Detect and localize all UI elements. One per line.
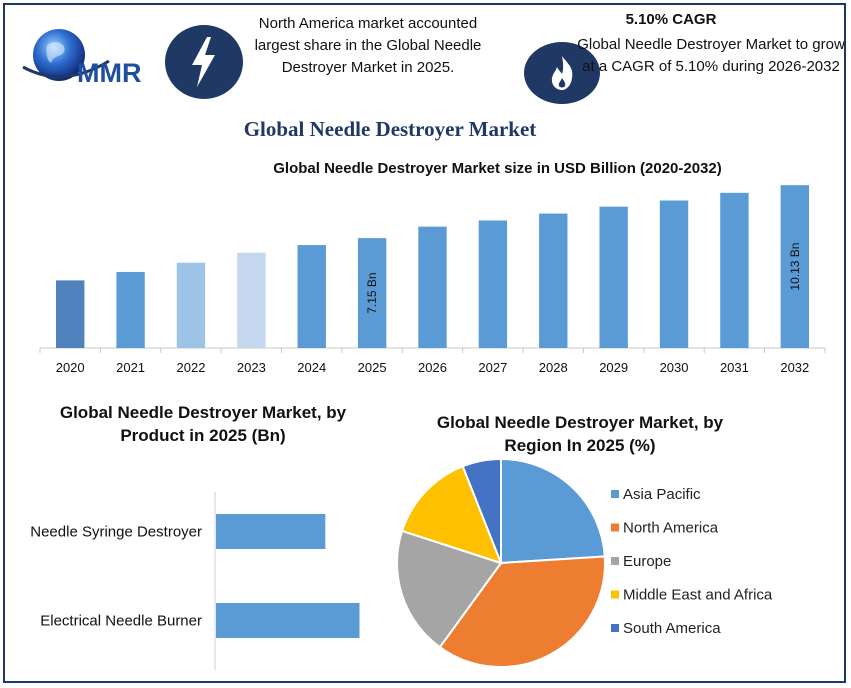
legend-swatch (611, 624, 619, 632)
product-bar (216, 514, 326, 549)
bar-2020 (56, 280, 85, 348)
x-tick-label: 2020 (56, 360, 85, 375)
bar-2027 (478, 220, 508, 348)
bar-2022 (176, 262, 206, 348)
product-chart-title: Global Needle Destroyer Market, by Produ… (59, 403, 347, 445)
bar-2021 (116, 271, 145, 348)
pie-slice (400, 465, 503, 565)
x-tick-label: 2027 (478, 360, 507, 375)
x-tick-label: 2029 (599, 360, 628, 375)
data-label-2025: 7.15 Bn (365, 272, 379, 313)
cagr-description: Global Needle Destroyer Market to grow a… (577, 36, 845, 75)
x-tick-label: 2023 (237, 360, 266, 375)
x-tick-label: 2032 (780, 360, 809, 375)
legend-label: South America (623, 620, 721, 637)
legend-swatch (611, 490, 619, 498)
x-tick-label: 2031 (720, 360, 749, 375)
bar-2030 (659, 200, 689, 348)
legend-swatch (611, 557, 619, 565)
pie-slice (438, 555, 606, 668)
x-tick-label: 2030 (660, 360, 689, 375)
legend-label: North America (623, 520, 719, 537)
infographic-frame: MMR North America market accounted large… (3, 3, 846, 683)
bar-2029 (599, 206, 628, 348)
main-title: Global Needle Destroyer Market (243, 117, 537, 141)
bar-2025 (357, 238, 387, 348)
flame-badge (524, 42, 600, 104)
x-tick-label: 2025 (358, 360, 387, 375)
bar-2028 (539, 213, 568, 348)
bar-2031 (720, 192, 749, 348)
region-pie-chart: Asia Pacific North America Europe Middle Ea… (396, 457, 773, 668)
flame-icon (551, 56, 573, 90)
pie-slice (396, 529, 503, 649)
x-tick-label: 2026 (418, 360, 447, 375)
pie-slice (461, 457, 502, 564)
product-bar (216, 603, 360, 638)
bar-chart-title: Global Needle Destroyer Market size in U… (273, 160, 722, 177)
product-bar-chart: Needle Syringe Destroyer Electrical Needl… (30, 492, 360, 670)
product-category-label: Needle Syringe Destroyer (30, 524, 202, 541)
lightning-bolt-icon (192, 37, 215, 87)
market-size-bar-chart: 2020 2021 2022 2023 2024 2025 7.15 Bn 2026 2027 2… (39, 185, 826, 375)
lightning-badge (165, 25, 243, 99)
x-tick-label: 2022 (177, 360, 206, 375)
north-america-callout: North America market accounted largest s… (254, 15, 482, 76)
bar-2024 (297, 245, 326, 348)
bar-2026 (418, 226, 447, 348)
mmr-logo: MMR (19, 27, 164, 89)
cagr-title: 5.10% CAGR (625, 11, 717, 28)
legend-label: Europe (623, 553, 671, 570)
product-category-label: Electrical Needle Burner (40, 613, 202, 630)
bar-2023 (237, 252, 266, 348)
legend-label: Middle East and Africa (623, 587, 773, 604)
pie-slice (500, 457, 606, 565)
logo-text: MMR (77, 58, 141, 88)
x-tick-label: 2028 (539, 360, 568, 375)
region-chart-title: Global Needle Destroyer Market, by Regio… (436, 413, 724, 455)
legend-swatch (611, 523, 619, 532)
legend-label: Asia Pacific (623, 486, 701, 503)
data-label-2032: 10.13 Bn (788, 243, 802, 291)
bar-2032 (780, 185, 809, 348)
x-tick-label: 2024 (297, 360, 326, 375)
x-tick-label: 2021 (116, 360, 145, 375)
legend-swatch (611, 590, 619, 599)
